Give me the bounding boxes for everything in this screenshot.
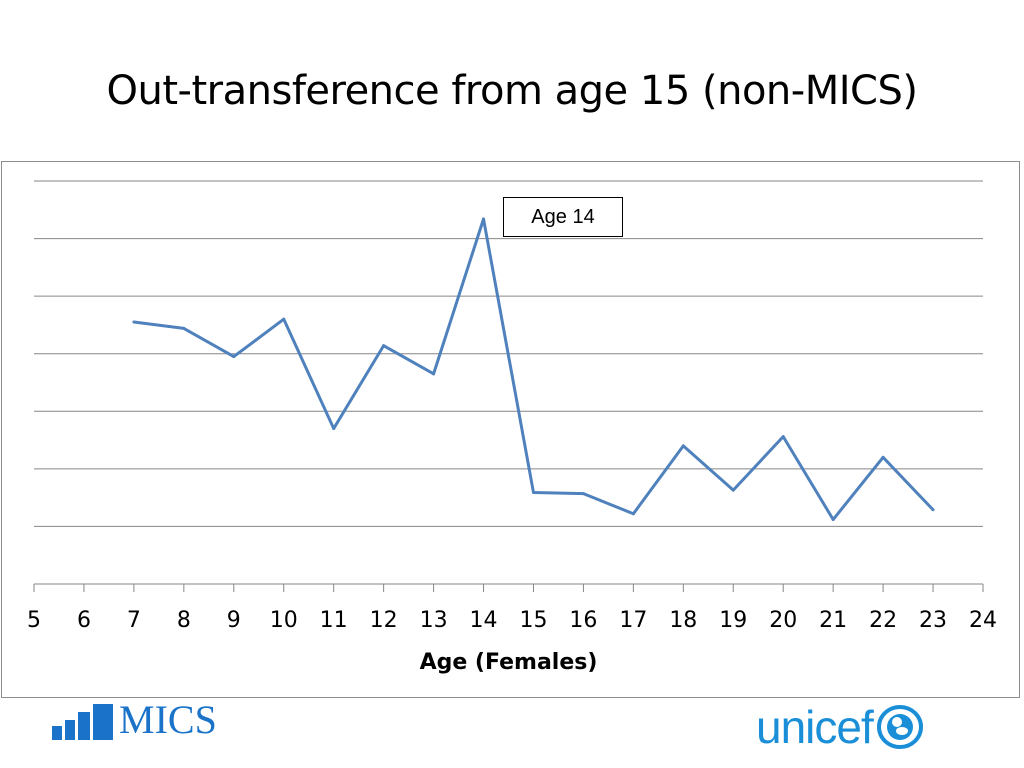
slide-title: Out-transference from age 15 (non-MICS) — [106, 68, 918, 114]
x-tick-label: 19 — [719, 608, 747, 633]
line-chart: 5 6 7 8 9 10 11 12 13 14 15 16 17 18 19 20 21 22 23 24 Age (… — [27, 180, 997, 675]
unicef-emblem-icon — [876, 705, 923, 749]
x-tick-label: 9 — [227, 608, 241, 633]
data-point — [382, 344, 386, 348]
unicef-logo: unicef — [756, 700, 925, 754]
chart-frame: 5 6 7 8 9 10 11 12 13 14 15 16 17 18 19 20 21 22 23 24 Age (… — [1, 161, 1020, 698]
x-axis-title: Age (Females) — [420, 650, 598, 675]
x-tick-label: 15 — [519, 608, 547, 633]
data-point — [232, 355, 236, 359]
unicef-logo-text: unicef — [756, 701, 874, 753]
data-point — [831, 518, 835, 522]
x-tick-label: 10 — [270, 608, 298, 633]
x-tick-label: 14 — [470, 608, 498, 633]
data-point — [881, 455, 885, 459]
x-tick-label: 5 — [27, 608, 41, 633]
x-tick-label: 8 — [177, 608, 191, 633]
age-14-callout: Age 14 — [503, 197, 623, 237]
x-tick-label: 6 — [77, 608, 91, 633]
data-point — [681, 444, 685, 448]
x-tick-label: 12 — [370, 608, 398, 633]
data-point — [581, 492, 585, 496]
data-point — [731, 488, 735, 492]
x-tick-label: 18 — [669, 608, 697, 633]
data-point — [781, 435, 785, 439]
data-point — [132, 320, 136, 324]
x-tick-label: 20 — [769, 608, 797, 633]
data-point — [182, 326, 186, 330]
mics-logo: MICS — [52, 700, 217, 740]
data-point — [432, 372, 436, 376]
data-point — [931, 508, 935, 512]
data-point — [332, 427, 336, 431]
x-tick-label: 17 — [619, 608, 647, 633]
mics-logo-text: MICS — [119, 697, 217, 742]
data-point — [531, 490, 535, 494]
x-tick-label: 11 — [320, 608, 348, 633]
x-tick-label: 22 — [869, 608, 897, 633]
data-point — [631, 512, 635, 516]
x-tick-label: 13 — [420, 608, 448, 633]
data-point — [482, 217, 486, 221]
series-line — [133, 217, 935, 522]
x-tick-label: 23 — [919, 608, 947, 633]
x-tick-label: 21 — [819, 608, 847, 633]
x-tick-label: 16 — [569, 608, 597, 633]
data-point — [282, 317, 286, 321]
x-tick-label: 24 — [969, 608, 997, 633]
x-tick-label: 7 — [127, 608, 141, 633]
